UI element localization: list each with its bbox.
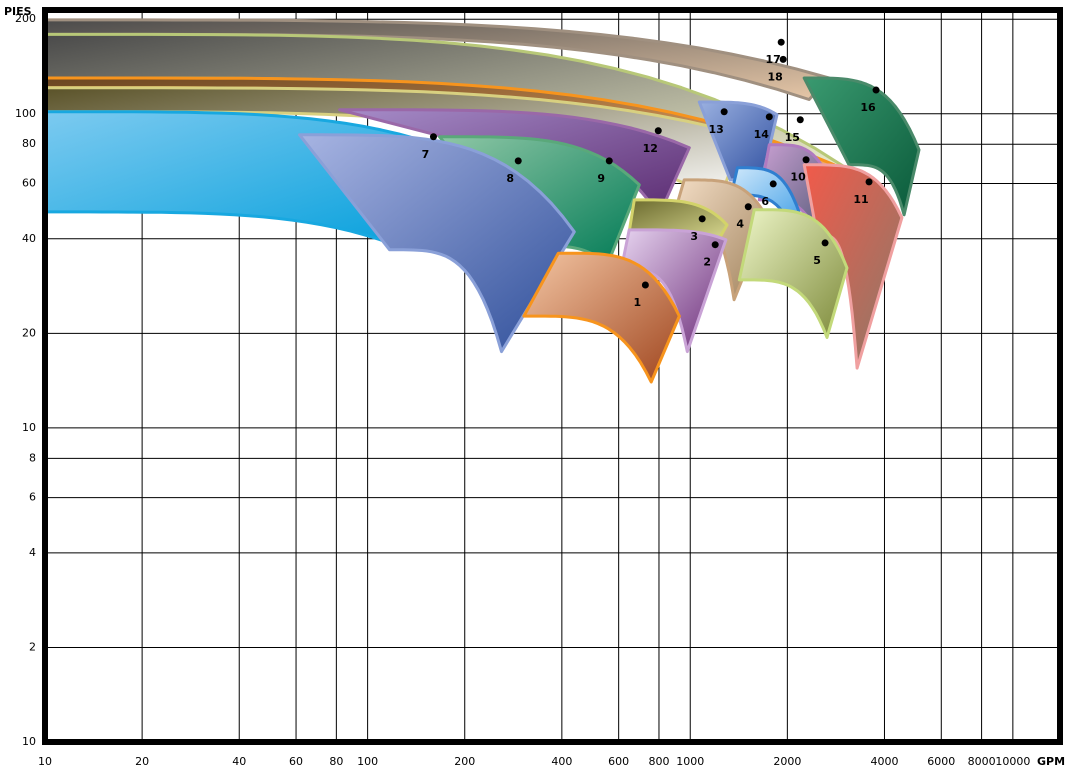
x-axis-label: GPM (1037, 755, 1065, 768)
y-tick-label: 8 (29, 451, 36, 464)
duty-point (777, 38, 785, 46)
duty-point (779, 55, 787, 63)
region-label: 16 (860, 101, 876, 114)
x-tick-label: 100 (357, 755, 378, 768)
duty-point (720, 108, 728, 116)
x-tick-label: 40 (232, 755, 246, 768)
x-tick-label: 8000 (968, 755, 996, 768)
labels: 17 16 18 15 13 14 12 10 11 6 9 7 8 4 5 32 1 (422, 38, 880, 309)
x-tick-label: 10000 (995, 755, 1030, 768)
x-tick-label: 20 (135, 755, 149, 768)
regions (43, 18, 921, 384)
y-tick-label: 4 (29, 546, 36, 559)
x-tick-label: 400 (551, 755, 572, 768)
pump-region (802, 76, 921, 217)
ticks: 10 20 40 60 80 100 200 400 600 800 1000 2000 4000 600… (15, 12, 1030, 768)
region-label: 13 (709, 123, 724, 136)
region-label: 1 (634, 296, 642, 309)
region-label: 15 (785, 131, 800, 144)
region-label: 12 (643, 142, 658, 155)
x-tick-label: 4000 (870, 755, 898, 768)
duty-point (765, 113, 773, 121)
duty-point (744, 203, 752, 211)
y-tick-label: 80 (22, 137, 36, 150)
x-tick-label: 10 (38, 755, 52, 768)
region-label: 4 (736, 218, 744, 231)
pump-region (737, 208, 849, 339)
duty-point (796, 116, 804, 124)
region-label: 2 (703, 256, 711, 269)
y-axis-label: PIES (4, 5, 32, 18)
region-label: 14 (754, 128, 770, 141)
duty-point (429, 133, 437, 141)
region-label: 17 (766, 53, 781, 66)
x-tick-label: 200 (454, 755, 475, 768)
duty-point (872, 86, 880, 94)
y-tick-label: 20 (22, 326, 36, 339)
x-tick-label: 80 (329, 755, 343, 768)
region-label: 5 (813, 254, 821, 267)
pump-region (298, 133, 576, 354)
region-label: 18 (768, 70, 783, 83)
x-tick-label: 1000 (676, 755, 704, 768)
region-label: 7 (422, 148, 430, 161)
region-label: 6 (761, 195, 769, 208)
plot-border (42, 7, 1063, 745)
duty-point (641, 281, 649, 289)
duty-point (711, 241, 719, 249)
region-label: 3 (690, 230, 698, 243)
region-label: 8 (506, 172, 514, 185)
region-label: 10 (790, 171, 806, 184)
duty-point (821, 239, 829, 247)
region-label: 11 (853, 193, 868, 206)
y-tick-label: 2 (29, 640, 36, 653)
x-tick-label: 60 (289, 755, 303, 768)
y-tick-label: 6 (29, 491, 36, 504)
duty-point (769, 180, 777, 188)
duty-point (698, 215, 706, 223)
y-tick-label: 10 (22, 421, 36, 434)
x-tick-label: 800 (648, 755, 669, 768)
duty-point (605, 157, 613, 165)
y-tick-label: 10 (22, 735, 36, 748)
duty-point (514, 157, 522, 165)
x-tick-label: 6000 (927, 755, 955, 768)
x-tick-label: 600 (608, 755, 629, 768)
region-label: 9 (597, 172, 605, 185)
x-tick-label: 2000 (773, 755, 801, 768)
y-tick-label: 40 (22, 232, 36, 245)
duty-point (802, 156, 810, 164)
duty-point (865, 178, 873, 186)
y-tick-label: 60 (22, 176, 36, 189)
y-tick-label: 100 (15, 107, 36, 120)
duty-point (654, 127, 662, 135)
pump-region (522, 251, 681, 384)
y-tick-label: 200 (15, 12, 36, 25)
